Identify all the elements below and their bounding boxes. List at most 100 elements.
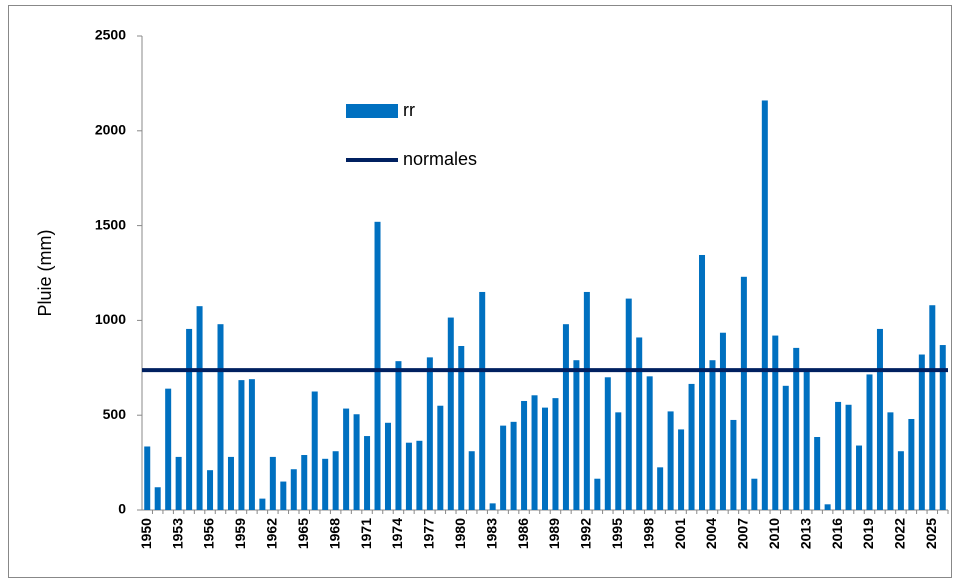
y-tick-label: 2500 (95, 27, 126, 43)
bar (416, 440, 423, 510)
bar (625, 298, 632, 510)
bar (562, 324, 569, 510)
bar (144, 446, 151, 510)
x-tick-label: 1983 (483, 518, 499, 549)
bar (447, 317, 454, 510)
x-tick-label: 2007 (735, 518, 751, 549)
bar (301, 455, 308, 510)
bar (280, 481, 287, 510)
bar (322, 458, 329, 510)
x-tick-label: 2019 (860, 518, 876, 549)
y-axis-label: Pluie (mm) (35, 229, 55, 316)
bar (468, 451, 475, 510)
bar (395, 361, 402, 510)
bar (657, 467, 664, 510)
bar (604, 377, 611, 510)
bar (542, 407, 548, 510)
y-tick-label: 2000 (95, 122, 126, 138)
bar (353, 414, 360, 510)
bar (175, 456, 182, 510)
bar (510, 421, 517, 510)
x-tick-label: 2025 (923, 518, 939, 549)
bar (154, 487, 161, 510)
x-tick-label: 1971 (358, 518, 374, 549)
x-tick-label: 1953 (169, 518, 185, 549)
bar (531, 395, 538, 510)
bar (458, 345, 465, 510)
legend-label: rr (403, 100, 415, 120)
bar (500, 425, 507, 510)
bar (876, 328, 883, 510)
bar (311, 391, 318, 510)
bar (437, 405, 444, 510)
bar (259, 498, 266, 510)
bar (740, 276, 747, 510)
bar (929, 305, 936, 510)
bar (856, 445, 863, 510)
x-tick-label: 2013 (797, 518, 813, 549)
bar (594, 478, 601, 510)
bar (207, 470, 214, 510)
bar (196, 306, 203, 510)
bar (615, 412, 622, 510)
legend-swatch (346, 104, 398, 118)
x-tick-label: 1974 (389, 518, 405, 549)
x-tick-label: 2016 (829, 518, 845, 549)
x-tick-label: 2010 (766, 518, 782, 549)
bar (573, 360, 580, 510)
bar (269, 456, 276, 510)
bar (667, 411, 674, 510)
bar (678, 429, 685, 510)
bar (426, 357, 433, 510)
x-tick-label: 1959 (232, 518, 248, 549)
x-tick-label: 2022 (892, 518, 908, 549)
bar (227, 456, 234, 510)
bar (730, 419, 737, 510)
x-tick-label: 1980 (452, 518, 468, 549)
x-tick-label: 1977 (421, 518, 437, 549)
bar (866, 374, 873, 510)
bar (489, 503, 496, 510)
bar (165, 388, 172, 510)
bar (405, 442, 412, 510)
bar (479, 291, 486, 510)
bar (374, 221, 381, 511)
bar (636, 337, 643, 510)
bar (793, 347, 800, 510)
bar (897, 451, 904, 510)
bar (521, 400, 528, 510)
legend-label: normales (403, 149, 477, 169)
bar (699, 254, 706, 510)
x-tick-label: 1950 (138, 518, 154, 549)
bar (583, 291, 590, 510)
bar (186, 328, 193, 510)
bar (782, 385, 789, 510)
y-tick-label: 500 (103, 406, 127, 422)
bar (918, 354, 925, 510)
bar (835, 401, 842, 510)
x-tick-label: 1956 (201, 518, 217, 549)
bar (803, 370, 810, 510)
bar (290, 469, 297, 510)
x-tick-label: 1995 (609, 518, 625, 549)
y-tick-label: 1500 (95, 216, 126, 232)
bar (824, 504, 831, 510)
bar (761, 100, 768, 511)
x-tick-label: 1962 (264, 518, 280, 549)
bar (384, 422, 391, 510)
bar (552, 398, 559, 510)
x-tick-label: 1965 (295, 518, 311, 549)
bar (248, 379, 255, 510)
x-tick-label: 1986 (515, 518, 531, 549)
y-tick-label: 1000 (95, 311, 126, 327)
bar (646, 376, 653, 510)
bar (908, 418, 915, 510)
bar (217, 324, 224, 510)
bar (688, 383, 695, 510)
bar (332, 451, 339, 510)
bar (751, 478, 758, 510)
x-tick-label: 1989 (546, 518, 562, 549)
bar (343, 408, 350, 510)
bar (772, 335, 779, 510)
